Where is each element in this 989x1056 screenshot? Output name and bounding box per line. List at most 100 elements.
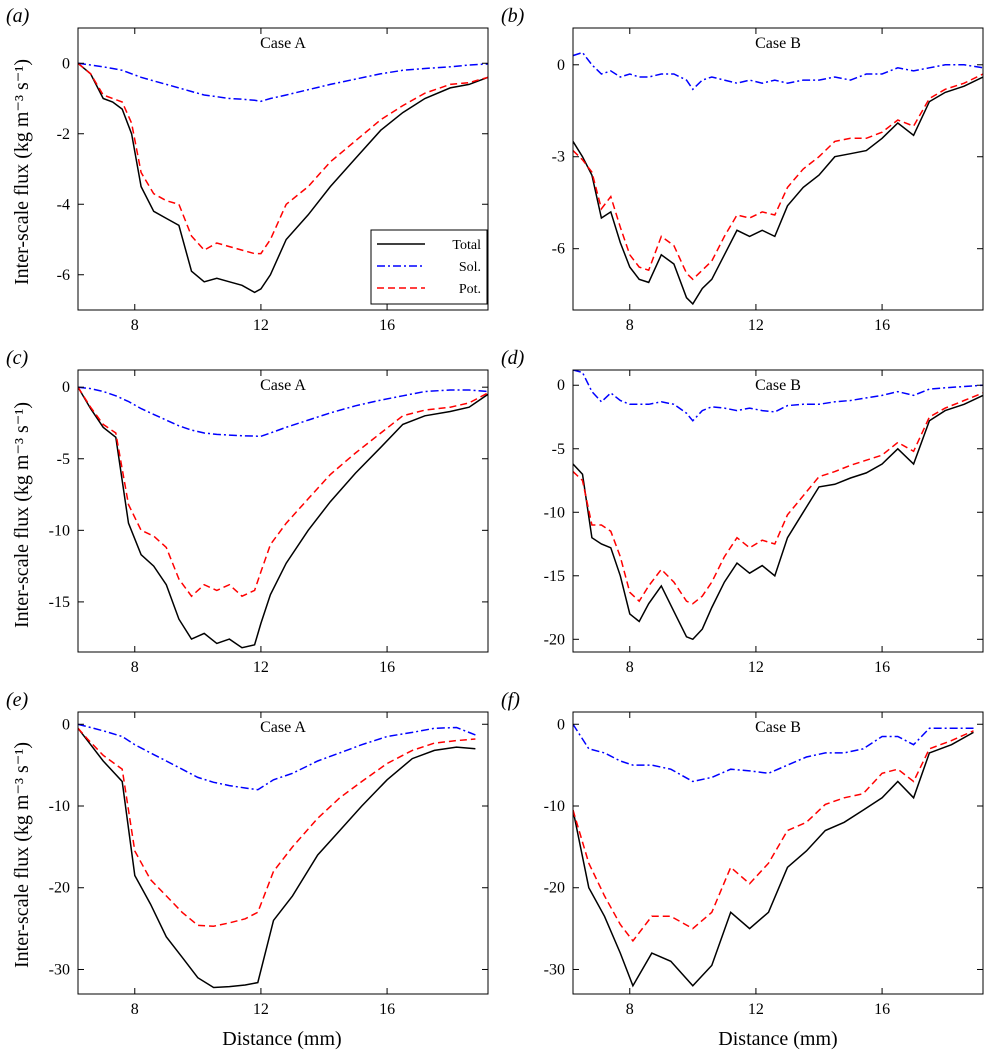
series-group bbox=[573, 723, 974, 988]
x-tick-label: 8 bbox=[131, 659, 139, 676]
series-line-pot bbox=[573, 392, 983, 605]
series-line-total bbox=[573, 394, 983, 641]
y-tick-label: -5 bbox=[552, 441, 565, 458]
series-line-sol bbox=[573, 723, 974, 783]
series-line-sol bbox=[78, 723, 476, 791]
panel-label: (f) bbox=[501, 689, 520, 711]
series-line-pot bbox=[78, 62, 488, 255]
y-tick-label: -15 bbox=[49, 594, 70, 611]
series-line-pot bbox=[78, 386, 488, 598]
y-tick-label: 0 bbox=[62, 55, 70, 72]
x-axis-label: Distance (mm) bbox=[718, 1028, 837, 1050]
legend-label: Total bbox=[452, 238, 481, 253]
y-tick-label: -10 bbox=[49, 522, 70, 539]
x-tick-label: 12 bbox=[253, 317, 269, 334]
x-tick-label: 12 bbox=[253, 659, 269, 676]
series-line-pot bbox=[78, 727, 476, 927]
y-tick-label: -10 bbox=[544, 798, 565, 815]
x-tick-label: 12 bbox=[253, 1001, 269, 1018]
case-title: Case B bbox=[755, 35, 801, 52]
chart-panel: 8 12 16 0 -5 -10 -15 Case A (c) bbox=[6, 347, 489, 676]
series-line-sol bbox=[573, 370, 983, 422]
chart-panel: 8 12 16 0 -2 -4 -6 Case A (a) bbox=[6, 5, 489, 334]
x-tick-label: 8 bbox=[131, 1001, 139, 1018]
series-group bbox=[78, 386, 488, 649]
y-tick-label: -30 bbox=[49, 961, 70, 978]
legend-label: Pot. bbox=[459, 282, 481, 297]
x-tick-label: 12 bbox=[748, 317, 764, 334]
case-title: Case A bbox=[260, 35, 306, 52]
x-tick-label: 16 bbox=[874, 659, 890, 676]
x-tick-label: 8 bbox=[626, 317, 634, 334]
y-tick-label: -3 bbox=[552, 149, 565, 166]
x-tick-label: 16 bbox=[379, 1001, 395, 1018]
series-line-sol bbox=[573, 51, 983, 91]
x-tick-label: 12 bbox=[748, 659, 764, 676]
case-title: Case A bbox=[260, 719, 306, 736]
legend-label: Sol. bbox=[459, 260, 481, 275]
y-tick-label: -2 bbox=[57, 126, 70, 143]
y-axis-label: Inter-scale flux (kg m⁻³ s⁻¹) bbox=[11, 402, 33, 628]
panel-label: (e) bbox=[6, 689, 29, 711]
y-tick-label: -10 bbox=[49, 798, 70, 815]
x-tick-label: 16 bbox=[874, 1001, 890, 1018]
y-axis-label: Inter-scale flux (kg m⁻³ s⁻¹) bbox=[11, 59, 33, 285]
chart-panel: 8 12 16 0 -3 -6 Case B (b) bbox=[501, 5, 984, 334]
x-tick-label: 12 bbox=[748, 1001, 764, 1018]
plot-frame bbox=[572, 369, 984, 653]
series-line-total bbox=[573, 76, 983, 306]
x-tick-label: 16 bbox=[874, 317, 890, 334]
x-tick-label: 16 bbox=[379, 659, 395, 676]
chart-panel: 8 12 16 0 -5 -10 -15 -20 Case B (d) bbox=[501, 347, 984, 676]
y-tick-label: -20 bbox=[544, 880, 565, 897]
panel-label: (c) bbox=[6, 347, 29, 369]
series-line-pot bbox=[573, 730, 974, 943]
plot-frame bbox=[77, 369, 489, 653]
case-title: Case A bbox=[260, 377, 306, 394]
x-tick-label: 8 bbox=[626, 659, 634, 676]
plot-frame bbox=[572, 711, 984, 995]
y-tick-label: 0 bbox=[62, 379, 70, 396]
x-axis-label: Distance (mm) bbox=[222, 1028, 341, 1050]
plot-frame bbox=[77, 711, 489, 995]
panel-label: (a) bbox=[6, 5, 30, 27]
y-tick-label: -15 bbox=[544, 568, 565, 585]
chart-panel: 8 12 16 0 -10 -20 -30 Case A (e) bbox=[6, 689, 489, 1018]
y-tick-label: 0 bbox=[62, 716, 70, 733]
plot-frame bbox=[572, 27, 984, 311]
series-group bbox=[573, 370, 983, 641]
series-line-sol bbox=[78, 62, 488, 103]
y-tick-label: -5 bbox=[57, 451, 70, 468]
legend-box bbox=[370, 229, 488, 305]
y-tick-label: -20 bbox=[49, 880, 70, 897]
series-line-pot bbox=[573, 73, 983, 281]
y-axis-label: Inter-scale flux (kg m⁻³ s⁻¹) bbox=[11, 742, 33, 968]
x-tick-label: 8 bbox=[626, 1001, 634, 1018]
plot-frame bbox=[77, 27, 489, 311]
y-tick-label: -6 bbox=[552, 241, 565, 258]
series-line-total bbox=[78, 386, 488, 649]
y-tick-label: -20 bbox=[544, 631, 565, 648]
y-tick-label: -10 bbox=[544, 504, 565, 521]
chart-panel: 8 12 16 0 -10 -20 -30 Case B (f) bbox=[501, 689, 984, 1018]
y-tick-label: -6 bbox=[57, 267, 70, 284]
x-tick-label: 16 bbox=[379, 317, 395, 334]
legend: Total Sol. Pot. bbox=[370, 229, 488, 305]
series-group bbox=[78, 62, 488, 294]
series-group bbox=[573, 51, 983, 306]
series-line-total bbox=[78, 727, 476, 989]
case-title: Case B bbox=[755, 377, 801, 394]
panel-label: (b) bbox=[501, 5, 525, 27]
x-tick-label: 8 bbox=[131, 317, 139, 334]
series-line-sol bbox=[78, 386, 488, 438]
series-group bbox=[78, 723, 476, 989]
y-tick-label: -4 bbox=[57, 196, 70, 213]
y-tick-label: 0 bbox=[557, 57, 565, 74]
case-title: Case B bbox=[755, 719, 801, 736]
panel-label: (d) bbox=[501, 347, 525, 369]
series-line-total bbox=[78, 62, 488, 294]
y-tick-label: 0 bbox=[557, 716, 565, 733]
y-tick-label: 0 bbox=[557, 377, 565, 394]
y-tick-label: -30 bbox=[544, 961, 565, 978]
